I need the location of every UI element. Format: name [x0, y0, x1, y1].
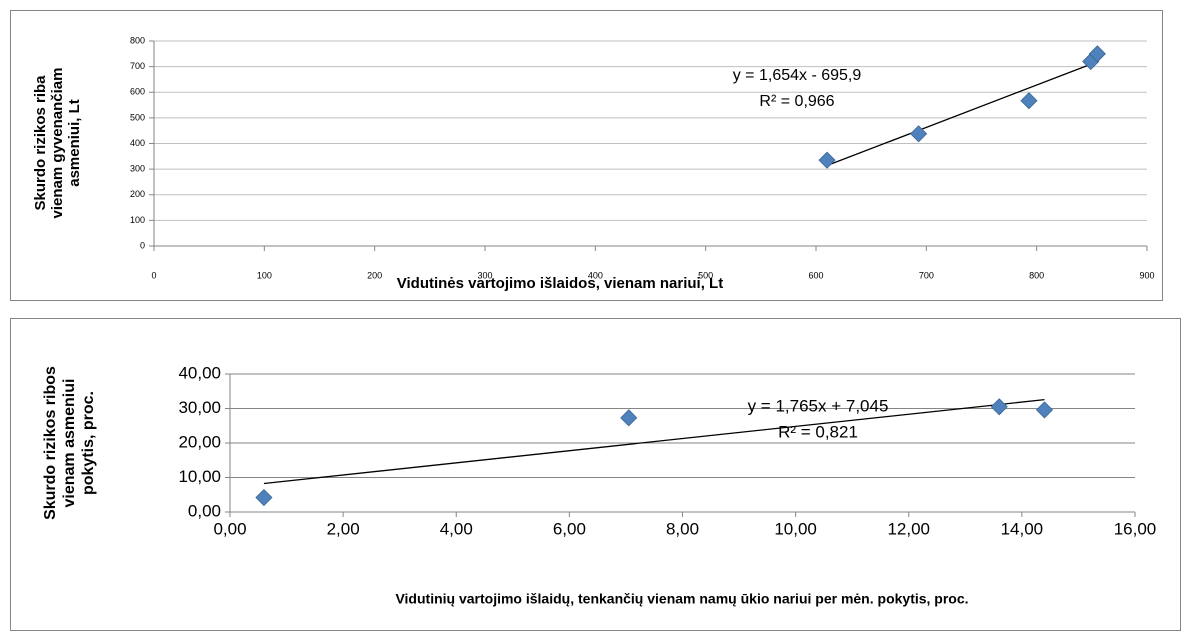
x-tick-label: 4,00 [440, 519, 473, 538]
x-tick-label: 0,00 [213, 519, 246, 538]
x-tick-label: 6,00 [553, 519, 586, 538]
x-tick-label: 300 [477, 270, 492, 280]
point [255, 488, 273, 507]
y-tick-label: 400 [130, 138, 145, 148]
x-tick-label: 12,00 [887, 519, 930, 538]
x-tick-label: 0 [151, 270, 156, 280]
y-tick-label: 0,00 [188, 501, 221, 520]
trendline-annotation: y = 1,654x - 695,9 [733, 67, 862, 84]
y-tick-label: 700 [130, 61, 145, 71]
y-axis-title: pokytis, proc. [80, 391, 97, 495]
y-tick-label: 10,00 [178, 467, 221, 486]
trendline [826, 61, 1098, 167]
x-tick-label: 10,00 [774, 519, 817, 538]
y-axis-title: asmeniui, Lt [66, 99, 83, 187]
x-tick-label: 900 [1139, 270, 1154, 280]
y-tick-label: 500 [130, 112, 145, 122]
x-tick-label: 700 [919, 270, 934, 280]
trendline-annotation: R² = 0,966 [759, 93, 834, 110]
x-tick-label: 100 [257, 270, 272, 280]
y-axis-title: Skurdo rizikos ribos [42, 366, 59, 520]
chart-frame [10, 10, 1163, 301]
x-tick-label: 200 [367, 270, 382, 280]
x-tick-label: 2,00 [327, 519, 360, 538]
point [990, 398, 1008, 416]
x-tick-label: 14,00 [1001, 519, 1044, 538]
y-tick-label: 600 [130, 87, 145, 97]
y-tick-label: 200 [130, 189, 145, 199]
x-tick-label: 600 [808, 270, 823, 280]
y-tick-label: 20,00 [178, 432, 221, 451]
x-axis-title: Vidutinės vartojimo išlaidos, vienam nar… [397, 275, 723, 292]
y-tick-label: 40,00 [178, 363, 221, 382]
trendline-annotation: y = 1,765x + 7,045 [748, 396, 889, 415]
point [1020, 92, 1038, 110]
point [910, 125, 928, 143]
x-axis-title: Vidutinių vartojimo išlaidų, tenkančių v… [395, 591, 968, 607]
point [620, 409, 638, 427]
y-axis-title: vienam asmeniui [61, 379, 78, 508]
x-tick-label: 800 [1029, 270, 1044, 280]
x-tick-label: 500 [698, 270, 713, 280]
y-tick-label: 0 [140, 240, 145, 250]
y-axis-title: Skurdo rizikos riba [32, 75, 49, 211]
y-tick-label: 100 [130, 215, 145, 225]
y-tick-label: 30,00 [178, 398, 221, 417]
x-tick-label: 400 [588, 270, 603, 280]
y-tick-label: 800 [130, 35, 145, 45]
y-axis-title: vienam gyvenančiam [49, 68, 66, 219]
y-tick-label: 300 [130, 164, 145, 174]
trendline [263, 398, 1045, 485]
point [1088, 45, 1106, 63]
chart-frame [10, 318, 1181, 631]
x-tick-label: 16,00 [1114, 519, 1157, 538]
trendline-annotation: R² = 0,821 [778, 422, 858, 441]
point [818, 151, 836, 169]
point [1035, 401, 1054, 419]
x-tick-label: 8,00 [666, 519, 699, 538]
